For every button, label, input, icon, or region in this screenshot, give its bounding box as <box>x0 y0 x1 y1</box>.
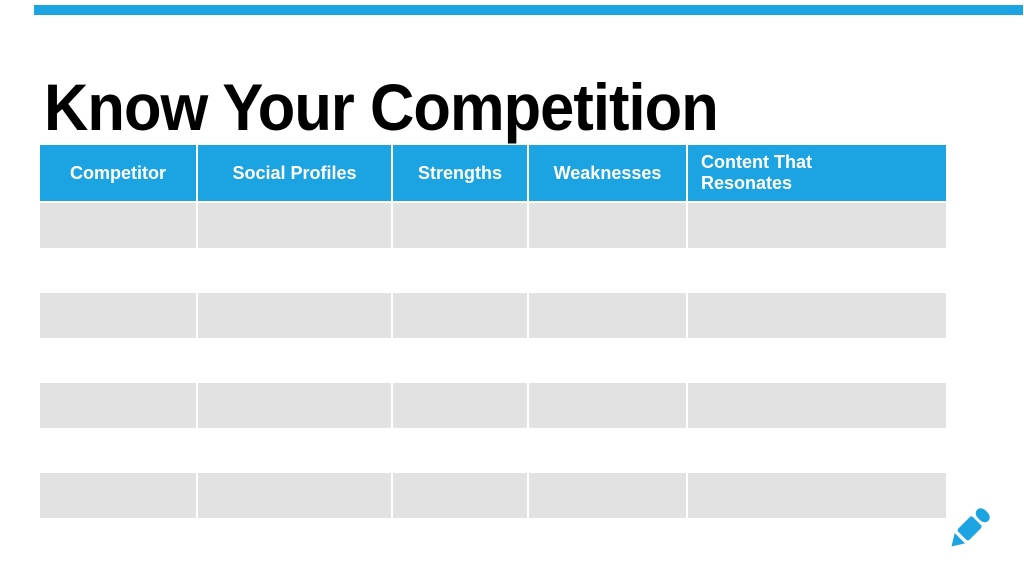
table-cell <box>198 473 391 518</box>
header-cell-competitor: Competitor <box>40 145 196 201</box>
table-cell <box>198 428 391 473</box>
table-body <box>40 203 946 518</box>
table-cell <box>198 248 391 293</box>
pencil-icon <box>942 502 996 556</box>
page-title: Know Your Competition <box>44 70 719 145</box>
header-cell-content-that-resonates: Content That Resonates <box>688 145 946 201</box>
table-row <box>40 248 946 293</box>
table-row <box>40 203 946 248</box>
table-cell <box>393 383 527 428</box>
table-row <box>40 428 946 473</box>
table-cell <box>40 248 196 293</box>
header-label: Competitor <box>70 162 166 183</box>
table-cell <box>40 383 196 428</box>
table-cell <box>688 248 946 293</box>
table-cell <box>393 203 527 248</box>
table-cell <box>40 338 196 383</box>
table-cell <box>40 203 196 248</box>
header-cell-social-profiles: Social Profiles <box>198 145 391 201</box>
table-cell <box>40 293 196 338</box>
table-cell <box>688 203 946 248</box>
table-row <box>40 293 946 338</box>
header-label: Strengths <box>417 162 502 183</box>
header-label: Weaknesses <box>553 162 662 183</box>
table-cell <box>393 293 527 338</box>
table-row <box>40 473 946 518</box>
table-cell <box>393 428 527 473</box>
top-accent-bar <box>34 5 1023 15</box>
table-row <box>40 383 946 428</box>
table-cell <box>688 338 946 383</box>
table-cell <box>529 473 686 518</box>
table-row <box>40 338 946 383</box>
table-cell <box>688 293 946 338</box>
header-cell-weaknesses: Weaknesses <box>529 145 686 201</box>
table-cell <box>198 338 391 383</box>
competition-table: Competitor Social Profiles Strengths Weakne… <box>40 145 946 518</box>
table-cell <box>393 338 527 383</box>
table-cell <box>529 383 686 428</box>
table-cell <box>393 473 527 518</box>
header-label: Social Profiles <box>232 162 357 183</box>
table-header-row: Competitor Social Profiles Strengths Weakne… <box>40 145 946 201</box>
table-cell <box>198 383 391 428</box>
table-cell <box>529 203 686 248</box>
table-cell <box>529 428 686 473</box>
table-cell <box>529 338 686 383</box>
header-label: Content That Resonates <box>701 152 812 193</box>
table-cell <box>40 473 196 518</box>
table-cell <box>40 428 196 473</box>
table-cell <box>688 473 946 518</box>
header-cell-strengths: Strengths <box>393 145 527 201</box>
table-cell <box>688 383 946 428</box>
table-cell <box>529 248 686 293</box>
table-cell <box>198 203 391 248</box>
table-cell <box>198 293 391 338</box>
table-cell <box>688 428 946 473</box>
table-cell <box>529 293 686 338</box>
table-cell <box>393 248 527 293</box>
